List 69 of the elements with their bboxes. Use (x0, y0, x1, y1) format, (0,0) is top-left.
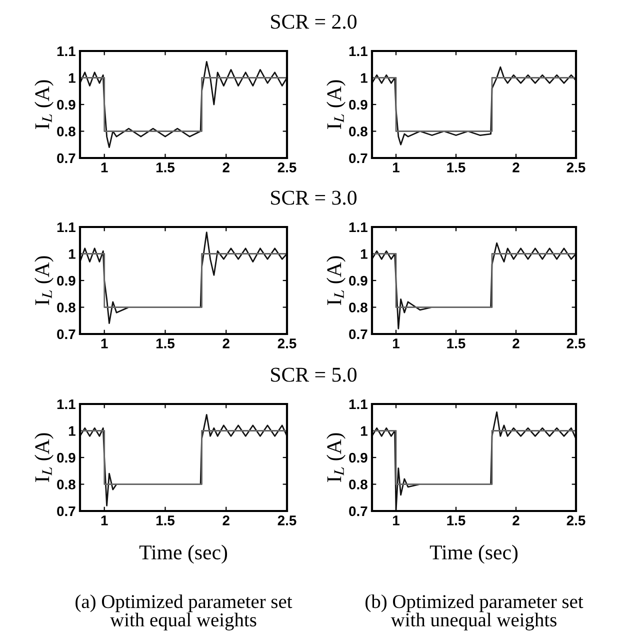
y-tick-label: 0.7 (57, 329, 76, 340)
y-tick-label: 0.9 (57, 100, 76, 110)
x-tick-label: 1 (393, 338, 400, 348)
y-tick-label: 0.8 (349, 126, 368, 136)
x-tick-label: 1 (393, 162, 400, 172)
x-tick-label: 1.5 (156, 516, 175, 526)
y-axis-title: I$_{L}$ (A) (326, 256, 346, 305)
chart-title: SCR = 2.0 (271, 14, 356, 29)
x-tick-label: 2.5 (566, 516, 586, 526)
text: (a) Optimized parameter set with equal weights (76, 594, 292, 630)
text: (b) Optimized parameter set with unequal weights (366, 594, 584, 630)
y-tick-label: 0.9 (349, 100, 368, 110)
y-tick-label: 0.7 (349, 329, 368, 340)
x-tick-label: 2 (512, 516, 520, 526)
y-axis-title: I$_{L}$ (A) (326, 80, 346, 129)
y-tick-label: 0.9 (349, 276, 368, 286)
x-tick-label: 2.5 (278, 162, 296, 172)
y-tick-label: 1 (360, 73, 368, 83)
x-tick-label: 2 (512, 162, 520, 172)
x-tick-label: 1.5 (447, 516, 466, 526)
y-tick-label: 1.1 (349, 46, 368, 56)
x-tick-label: 1.5 (156, 162, 175, 172)
y-tick-label: 0.8 (57, 480, 76, 490)
x-tick-label: 2.5 (566, 162, 586, 172)
x-tick-label: 2 (512, 338, 520, 348)
y-tick-label: 0.7 (349, 506, 368, 516)
x-tick-label: 1.5 (447, 338, 466, 348)
y-tick-label: 1.1 (57, 399, 76, 410)
x-axis-title: Time (sec) (430, 544, 518, 564)
x-tick-label: 1.5 (156, 338, 175, 348)
y-tick-label: 0.8 (57, 302, 76, 312)
y-tick-label: 0.8 (349, 480, 368, 490)
y-tick-label: 1 (68, 426, 76, 436)
y-axis-title: I$_{L}$ (A) (34, 256, 54, 305)
y-tick-label: 1 (68, 73, 76, 83)
y-axis-title: I$_{L}$ (A) (326, 433, 346, 482)
y-tick-label: 1 (68, 249, 76, 259)
x-tick-label: 2 (222, 162, 230, 172)
x-tick-label: 1 (101, 162, 108, 172)
y-tick-label: 0.7 (57, 506, 76, 516)
x-tick-label: 2.5 (278, 338, 296, 348)
line-series (372, 66, 576, 146)
line-series (80, 61, 287, 148)
chart-title: SCR = 5.0 (271, 368, 356, 382)
y-tick-label: 1.1 (349, 399, 368, 410)
x-axis-title: Time (sec) (139, 544, 228, 564)
y-axis-title: I$_{L}$ (A) (34, 433, 54, 482)
x-tick-label: 1.5 (447, 162, 466, 172)
y-tick-label: 1 (360, 426, 368, 436)
y-axis-title: I$_{L}$ (A) (34, 80, 54, 129)
y-tick-label: 0.8 (349, 302, 368, 312)
x-tick-label: 1 (101, 338, 108, 348)
x-tick-label: 2.5 (566, 338, 586, 348)
y-tick-label: 1.1 (57, 222, 76, 232)
x-tick-label: 1 (101, 516, 108, 526)
x-tick-label: 2.5 (278, 516, 296, 526)
x-tick-label: 2 (222, 516, 230, 526)
y-tick-label: 0.9 (57, 276, 76, 286)
y-tick-label: 0.7 (57, 153, 76, 164)
y-tick-label: 0.9 (57, 452, 76, 463)
y-tick-label: 0.7 (349, 153, 368, 164)
x-tick-label: 2 (222, 338, 230, 348)
y-tick-label: 1.1 (57, 46, 76, 56)
y-tick-label: 0.8 (57, 126, 76, 136)
y-tick-label: 1.1 (349, 222, 368, 232)
y-tick-label: 0.9 (349, 452, 368, 463)
x-tick-label: 1 (393, 516, 400, 526)
chart-title: SCR = 3.0 (271, 190, 356, 205)
y-tick-label: 1 (360, 249, 368, 259)
